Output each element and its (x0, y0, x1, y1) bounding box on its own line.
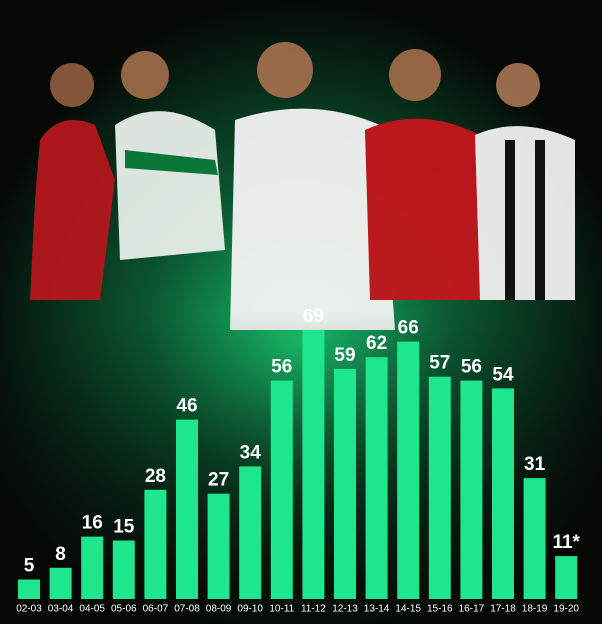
x-tick-label: 04-05 (79, 604, 105, 615)
value-label: 15 (113, 517, 135, 538)
x-tick-label: 03-04 (48, 604, 74, 615)
bar (460, 380, 483, 599)
bar (492, 388, 514, 599)
bar (270, 380, 293, 599)
bar (112, 540, 135, 599)
value-label: 31 (524, 454, 546, 475)
bar (81, 536, 104, 599)
x-tick-label: 12-13 (332, 604, 358, 615)
bar (555, 556, 578, 599)
bar (523, 478, 546, 599)
value-label: 59 (334, 345, 355, 366)
bar (176, 419, 198, 599)
value-label: 8 (55, 544, 66, 565)
value-label: 27 (208, 470, 229, 491)
value-label: 66 (398, 318, 419, 339)
bar (428, 376, 451, 599)
value-label: 28 (145, 466, 166, 487)
bar (239, 466, 262, 599)
value-label: 16 (82, 513, 103, 534)
value-label: 56 (461, 357, 482, 378)
x-tick-label: 08-09 (206, 604, 232, 615)
bar (397, 341, 420, 599)
bar (49, 567, 72, 599)
bar (334, 368, 356, 599)
bar (144, 489, 167, 599)
x-tick-label: 19-20 (553, 604, 579, 615)
x-tick-label: 13-14 (364, 604, 390, 615)
x-tick-label: 02-03 (16, 604, 42, 615)
value-label: 57 (429, 353, 450, 374)
x-tick-label: 11-12 (301, 604, 326, 615)
x-tick-label: 16-17 (459, 604, 485, 615)
value-label: 5 (24, 556, 35, 577)
bar (365, 357, 388, 599)
x-tick-label: 09-10 (237, 604, 263, 615)
x-tick-label: 18-19 (522, 604, 548, 615)
x-tick-label: 07-08 (174, 604, 200, 615)
x-tick-label: 05-06 (111, 604, 137, 615)
value-label: 69 (303, 306, 324, 327)
x-tick-label: 10-11 (269, 604, 294, 615)
value-label: 11* (552, 532, 580, 553)
x-tick-label: 14-15 (395, 604, 421, 615)
value-label: 46 (176, 396, 197, 417)
value-label: 56 (271, 357, 292, 378)
value-label: 34 (240, 442, 262, 463)
bar (302, 329, 325, 599)
value-label: 54 (492, 364, 514, 385)
x-tick-label: 17-18 (490, 604, 516, 615)
value-label: 62 (366, 333, 387, 354)
bar (18, 579, 40, 599)
x-tick-label: 06-07 (143, 604, 169, 615)
x-tick-label: 15-16 (427, 604, 453, 615)
bar (207, 493, 230, 599)
